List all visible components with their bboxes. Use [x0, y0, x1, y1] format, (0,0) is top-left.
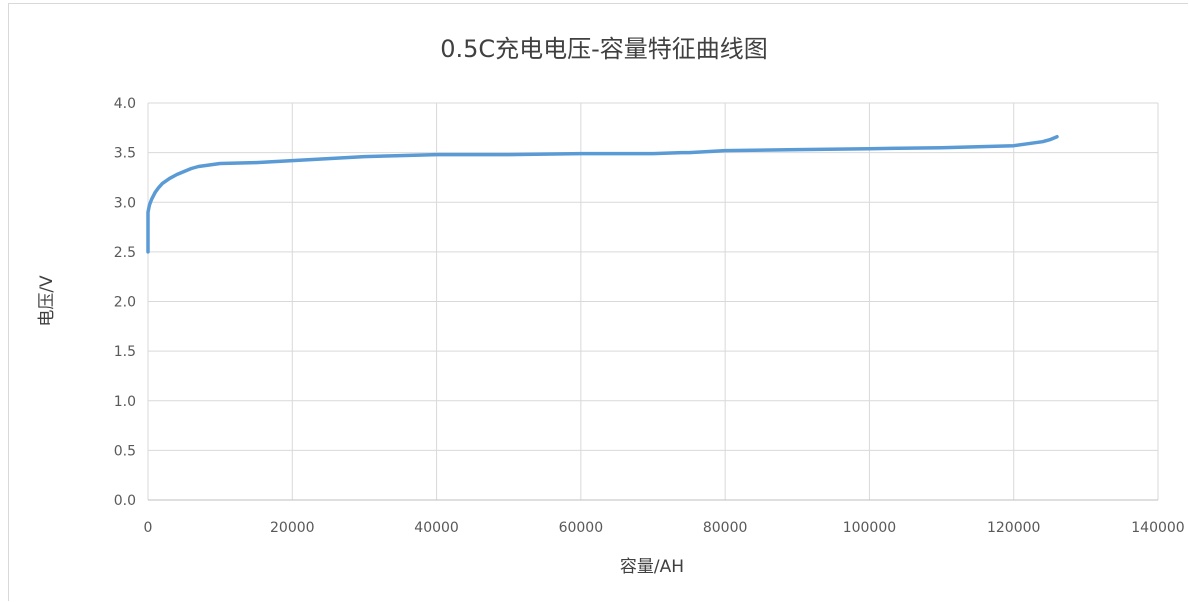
x-tick-label: 0: [144, 520, 153, 536]
y-tick-label: 2.0: [114, 295, 136, 311]
y-tick-label: 2.5: [114, 245, 136, 261]
y-tick-label: 3.5: [114, 146, 136, 162]
y-tick-label: 3.0: [114, 195, 136, 211]
x-tick-labels: 0 20000 40000 60000 80000 100000 120000 140000: [144, 520, 1185, 536]
y-tick-label: 1.5: [114, 344, 136, 360]
y-tick-label: 1.0: [114, 394, 136, 410]
x-tick-label: 20000: [270, 520, 315, 536]
series-line: [146, 134, 1059, 254]
x-tick-label: 100000: [843, 520, 896, 536]
y-axis-title: 电压/V: [37, 275, 57, 327]
chart-title: 0.5C充电电压-容量特征曲线图: [440, 35, 768, 63]
y-tick-label: 0.5: [114, 443, 136, 459]
x-axis-title: 容量/AH: [620, 557, 684, 577]
grid-lines: [147, 102, 1159, 501]
x-tick-label: 120000: [987, 520, 1040, 536]
series-layer: [146, 134, 1059, 254]
y-tick-label: 4.0: [114, 96, 136, 112]
y-tick-label: 0.0: [114, 493, 136, 509]
x-tick-label: 140000: [1131, 520, 1184, 536]
x-tick-label: 60000: [559, 520, 604, 536]
y-tick-labels: 0.0 0.5 1.0 1.5 2.0 2.5 3.0 3.5 4.0: [114, 96, 136, 509]
x-tick-label: 80000: [703, 520, 748, 536]
x-tick-label: 40000: [414, 520, 459, 536]
